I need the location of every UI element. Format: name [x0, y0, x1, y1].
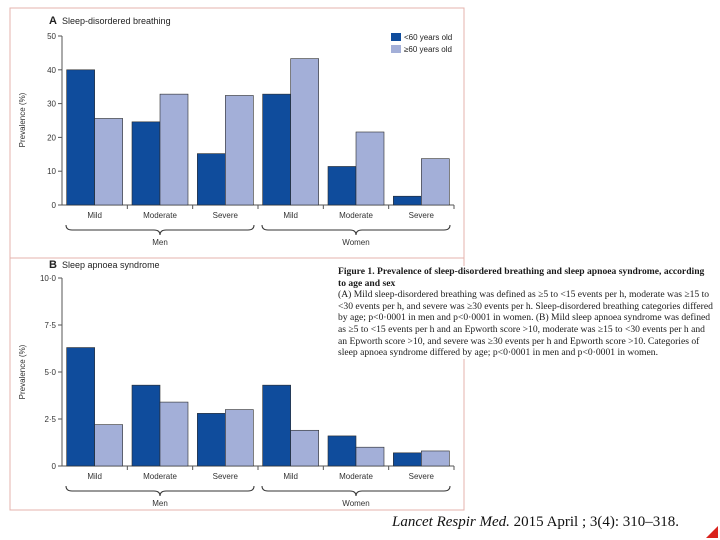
x-tick-label: Severe	[213, 211, 239, 220]
y-tick-label: 50	[47, 32, 56, 41]
x-tick-label: Mild	[87, 211, 102, 220]
group-brace	[261, 485, 451, 497]
bar-a-under60	[131, 121, 161, 206]
panel-a-plot: 0 10 20 30 40 50 Mild Moderate Severe Mild Moderat…	[47, 32, 455, 247]
bar-a-60plus	[355, 131, 385, 206]
bar-b-under60	[197, 413, 226, 467]
corner-mark	[706, 526, 718, 538]
legend-swatch-under60	[391, 33, 401, 41]
group-label: Men	[152, 238, 168, 247]
bar-b-60plus	[225, 409, 254, 467]
x-tick-label: Moderate	[339, 211, 373, 220]
panel-b-letter: B	[49, 259, 57, 271]
bar-a-60plus	[159, 93, 189, 206]
bar-b-60plus	[421, 450, 450, 467]
bar-a-60plus	[225, 95, 254, 206]
bar-b-under60	[131, 384, 161, 467]
bar-b-60plus	[290, 429, 319, 467]
x-tick-label: Mild	[283, 211, 298, 220]
y-tick-label: 10·0	[40, 274, 57, 283]
bar-a-under60	[197, 153, 226, 206]
panel-a-title: Sleep-disordered breathing	[62, 16, 171, 26]
x-tick-label: Mild	[87, 472, 102, 481]
caption-title: Figure 1. Prevalence of sleep-disordered…	[338, 266, 705, 289]
x-tick-label: Severe	[213, 472, 239, 481]
bar-a-under60	[327, 166, 357, 206]
group-brace	[65, 224, 255, 236]
x-tick-label: Moderate	[339, 472, 373, 481]
legend-swatch-60plus	[391, 45, 401, 53]
legend-label-under60: <60 years old	[404, 33, 452, 42]
citation-journal: Lancet Respir Med.	[392, 514, 510, 530]
panel-b-ylabel: Prevalence (%)	[18, 344, 27, 399]
bar-a-under60	[262, 93, 291, 206]
panel-b-frame	[9, 257, 465, 511]
citation-details: 2015 April ; 3(4): 310–318.	[509, 514, 680, 530]
x-tick-label: Severe	[409, 211, 435, 220]
bar-a-under60	[66, 69, 95, 206]
bar-b-60plus	[355, 446, 385, 467]
bar-b-under60	[327, 435, 357, 467]
group-label: Men	[152, 499, 168, 508]
caption-body: (A) Mild sleep-disordered breathing was …	[338, 289, 713, 359]
y-tick-label: 20	[47, 133, 56, 142]
legend-label-60plus: ≥60 years old	[404, 45, 452, 54]
y-tick-label: 2·5	[44, 415, 56, 424]
group-label: Women	[342, 499, 369, 508]
bar-b-60plus	[94, 424, 123, 467]
bar-b-under60	[66, 347, 95, 467]
bar-a-60plus	[94, 118, 123, 206]
panel-b-plot: 0 2·5 5·0 7·5 10·0 Mild Moderate Severe Mild Mode…	[40, 274, 455, 508]
group-brace	[65, 485, 255, 497]
x-tick-label: Moderate	[143, 472, 177, 481]
y-tick-label: 7·5	[44, 321, 56, 330]
panel-a-letter: A	[49, 15, 57, 27]
y-tick-label: 5·0	[44, 368, 56, 377]
x-tick-label: Moderate	[143, 211, 177, 220]
y-tick-label: 10	[47, 167, 56, 176]
group-label: Women	[342, 238, 369, 247]
x-tick-label: Severe	[409, 472, 435, 481]
y-tick-label: 30	[47, 100, 56, 109]
y-tick-label: 0	[52, 201, 57, 210]
y-tick-label: 0	[52, 462, 57, 471]
citation: Lancet Respir Med. 2015 April ; 3(4): 31…	[392, 514, 679, 531]
x-tick-label: Mild	[283, 472, 298, 481]
panel-b-title: Sleep apnoea syndrome	[62, 260, 160, 270]
bar-a-under60	[393, 195, 422, 206]
bar-a-60plus	[290, 58, 319, 206]
bar-b-60plus	[159, 401, 189, 467]
y-tick-label: 40	[47, 66, 56, 75]
figure-caption: Figure 1. Prevalence of sleep-disordered…	[338, 266, 714, 359]
panel-a-ylabel: Prevalence (%)	[18, 92, 27, 147]
bar-b-under60	[393, 452, 422, 467]
group-brace	[261, 224, 451, 236]
bar-a-60plus	[421, 158, 450, 206]
bar-b-under60	[262, 384, 291, 467]
